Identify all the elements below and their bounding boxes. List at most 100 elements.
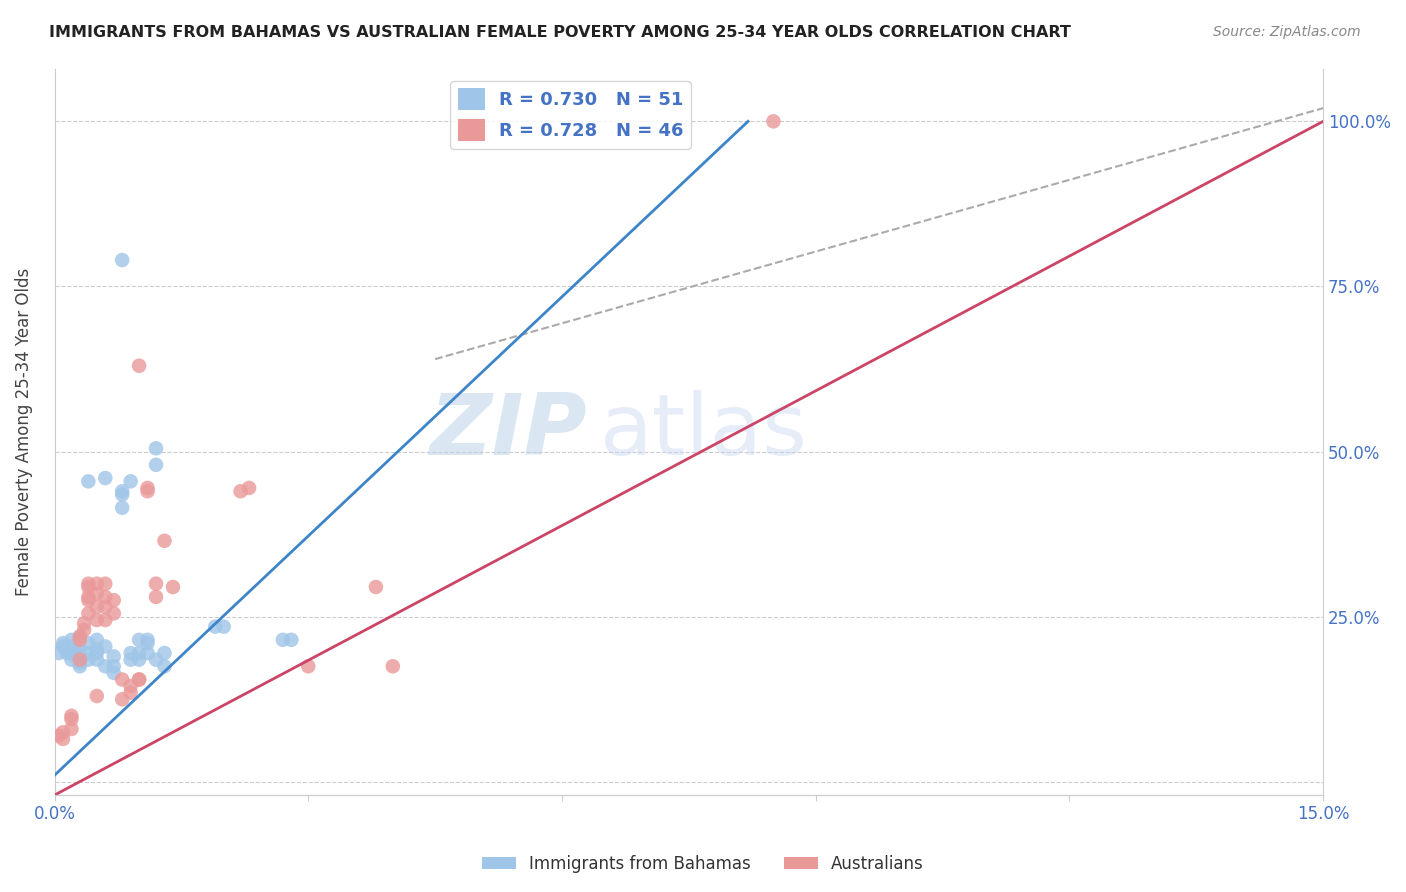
Point (238, 481, 260, 495)
Point (73, 616, 96, 631)
Point (94, 613, 117, 627)
Point (77, 475, 100, 489)
Point (153, 659, 176, 673)
Point (94, 659, 117, 673)
Point (56, 646, 79, 660)
Point (145, 442, 167, 456)
Point (297, 659, 319, 673)
Point (153, 533, 176, 548)
Point (86, 613, 108, 627)
Point (52, 725, 75, 739)
Point (86, 653, 108, 667)
Point (65, 649, 87, 664)
Point (77, 593, 100, 607)
Point (229, 484, 252, 499)
Point (60, 640, 83, 654)
Point (86, 642, 108, 657)
Point (65, 642, 87, 657)
Text: Source: ZipAtlas.com: Source: ZipAtlas.com (1213, 25, 1361, 39)
Point (128, 632, 150, 647)
Point (111, 692, 134, 706)
Point (77, 653, 100, 667)
Legend: Immigrants from Bahamas, Australians: Immigrants from Bahamas, Australians (475, 848, 931, 880)
Point (145, 653, 167, 667)
Text: atlas: atlas (600, 391, 808, 474)
Point (111, 487, 134, 501)
Point (94, 599, 117, 614)
Point (52, 636, 75, 650)
Point (52, 731, 75, 746)
Point (103, 607, 125, 621)
Point (128, 673, 150, 687)
Point (111, 500, 134, 515)
Point (77, 607, 100, 621)
Point (762, 114, 785, 128)
Point (94, 590, 117, 604)
Point (111, 484, 134, 499)
Point (111, 673, 134, 687)
Y-axis label: Female Poverty Among 25-34 Year Olds: Female Poverty Among 25-34 Year Olds (15, 268, 32, 596)
Point (77, 636, 100, 650)
Point (103, 659, 125, 673)
Point (271, 632, 294, 647)
Point (60, 646, 83, 660)
Point (162, 580, 184, 594)
Point (145, 576, 167, 591)
Point (136, 646, 159, 660)
Point (86, 599, 108, 614)
Point (128, 653, 150, 667)
Point (128, 673, 150, 687)
Point (60, 722, 83, 736)
Point (120, 646, 142, 660)
Point (103, 593, 125, 607)
Point (94, 640, 117, 654)
Point (128, 359, 150, 373)
Point (69, 656, 91, 670)
Point (145, 590, 167, 604)
Point (77, 590, 100, 604)
Point (103, 665, 125, 680)
Text: IMMIGRANTS FROM BAHAMAS VS AUSTRALIAN FEMALE POVERTY AMONG 25-34 YEAR OLDS CORRE: IMMIGRANTS FROM BAHAMAS VS AUSTRALIAN FE… (49, 25, 1071, 40)
Point (212, 620, 235, 634)
Point (103, 649, 125, 664)
Point (120, 686, 142, 700)
Point (86, 576, 108, 591)
Point (60, 708, 83, 723)
Point (136, 481, 159, 495)
Point (69, 653, 91, 667)
Point (364, 580, 387, 594)
Point (73, 623, 96, 637)
Point (86, 646, 108, 660)
Text: ZIP: ZIP (430, 391, 588, 474)
Point (69, 630, 91, 644)
Point (120, 679, 142, 693)
Point (60, 712, 83, 726)
Point (381, 659, 404, 673)
Point (280, 632, 302, 647)
Point (69, 653, 91, 667)
Point (120, 653, 142, 667)
Point (48, 646, 70, 660)
Point (153, 646, 176, 660)
Point (111, 253, 134, 268)
Point (69, 642, 91, 657)
Point (86, 689, 108, 703)
Point (136, 484, 159, 499)
Point (86, 586, 108, 600)
Point (77, 646, 100, 660)
Point (94, 576, 117, 591)
Point (77, 576, 100, 591)
Point (94, 471, 117, 485)
Point (77, 580, 100, 594)
Point (69, 659, 91, 673)
Point (69, 632, 91, 647)
Point (145, 458, 167, 472)
Point (204, 620, 226, 634)
Point (136, 632, 159, 647)
Point (136, 636, 159, 650)
Point (128, 646, 150, 660)
Point (69, 630, 91, 644)
Point (52, 640, 75, 654)
Point (60, 653, 83, 667)
Point (86, 632, 108, 647)
